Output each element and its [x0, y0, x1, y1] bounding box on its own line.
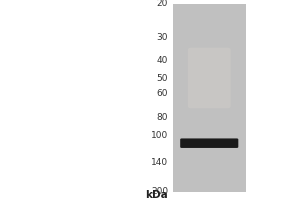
Text: kDa: kDa	[145, 190, 168, 200]
Text: 200: 200	[151, 188, 168, 196]
FancyBboxPatch shape	[180, 138, 238, 148]
Text: 30: 30	[157, 33, 168, 42]
Text: 50: 50	[157, 74, 168, 83]
FancyBboxPatch shape	[188, 48, 231, 108]
Text: 40: 40	[157, 56, 168, 65]
Bar	[172, 4, 246, 192]
Text: 140: 140	[151, 158, 168, 167]
Text: 60: 60	[157, 89, 168, 98]
Text: 20: 20	[157, 0, 168, 8]
Text: 100: 100	[151, 131, 168, 140]
Text: 80: 80	[157, 113, 168, 122]
